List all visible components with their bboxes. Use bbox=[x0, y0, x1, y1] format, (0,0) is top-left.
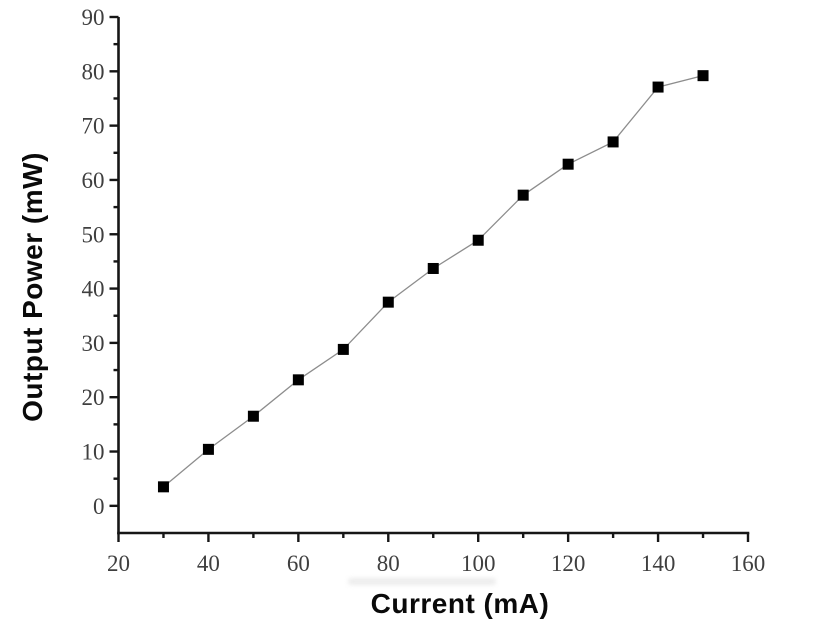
data-point-marker bbox=[607, 136, 619, 148]
x-tick-label: 120 bbox=[551, 551, 586, 576]
x-tick-label: 160 bbox=[731, 551, 766, 576]
x-tick-label: 40 bbox=[197, 551, 220, 576]
y-tick-label: 10 bbox=[82, 440, 105, 465]
data-point-marker bbox=[337, 343, 349, 355]
y-tick-label: 20 bbox=[82, 385, 105, 410]
data-point-marker bbox=[427, 262, 439, 274]
x-tick-label: 60 bbox=[287, 551, 310, 576]
data-point-marker bbox=[247, 410, 259, 422]
x-tick-label: 100 bbox=[461, 551, 496, 576]
x-tick-label: 140 bbox=[641, 551, 676, 576]
y-tick-label: 60 bbox=[82, 168, 105, 193]
x-axis-title: Current (mA) bbox=[370, 588, 550, 619]
data-point-marker bbox=[652, 81, 664, 93]
y-axis-title: Output Power (mW) bbox=[17, 152, 48, 422]
faint-watermark-artifact bbox=[348, 578, 496, 585]
data-point-marker bbox=[562, 158, 574, 170]
data-series-line bbox=[163, 75, 704, 488]
data-point-marker bbox=[382, 296, 394, 308]
data-point-marker bbox=[292, 374, 304, 386]
y-tick-label: 0 bbox=[93, 494, 105, 519]
y-tick-label: 50 bbox=[82, 222, 105, 247]
x-tick-label: 20 bbox=[107, 551, 130, 576]
x-tick-label: 80 bbox=[377, 551, 400, 576]
y-tick-label: 40 bbox=[82, 277, 105, 302]
data-point-marker bbox=[472, 234, 484, 246]
data-point-marker bbox=[697, 70, 709, 82]
data-point-marker bbox=[202, 443, 214, 455]
data-point-marker bbox=[517, 189, 529, 201]
data-point-marker bbox=[157, 481, 169, 493]
y-tick-label: 90 bbox=[82, 5, 105, 30]
y-tick-label: 80 bbox=[82, 59, 105, 84]
y-tick-label: 30 bbox=[82, 331, 105, 356]
y-tick-label: 70 bbox=[82, 114, 105, 139]
